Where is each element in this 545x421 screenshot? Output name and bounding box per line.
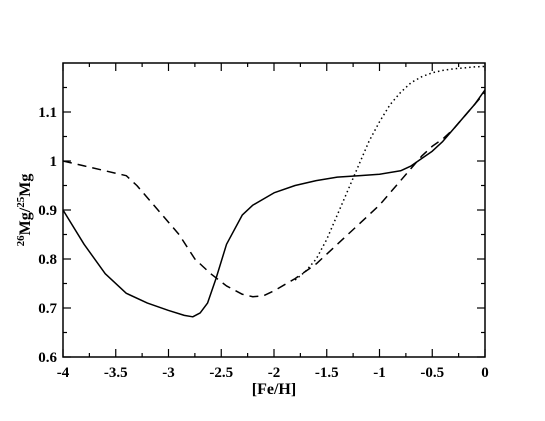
y-tick-label: 1 xyxy=(50,154,58,170)
y-tick-label: 0.8 xyxy=(38,252,57,268)
x-tick-label: -2 xyxy=(268,365,281,381)
y-axis-label-base1: Mg/ xyxy=(17,207,34,235)
y-axis-label: 26Mg/25Mg xyxy=(15,174,34,247)
plot-frame xyxy=(62,62,486,358)
x-tick-label: 0 xyxy=(481,365,489,381)
y-axis-label-sup1: 26 xyxy=(15,235,27,247)
y-axis-label-sup2: 25 xyxy=(15,196,27,208)
x-tick-label: -1 xyxy=(373,365,386,381)
x-axis-label: [Fe/H] xyxy=(252,381,296,398)
y-tick-label: 0.7 xyxy=(38,301,57,317)
x-tick-label: -3.5 xyxy=(104,365,128,381)
x-tick-label: -4 xyxy=(57,365,70,381)
ticks-layer xyxy=(62,63,486,358)
series-layer xyxy=(62,65,486,318)
series-line-dashed xyxy=(62,91,486,298)
series-line-solid xyxy=(62,89,486,318)
tick-labels-layer: -4 -3.5 -3 -2.5 -2 -1.5 -1 -0.5 0 0.6 0.7 0.8 0.9 1 1.… xyxy=(38,105,489,381)
x-tick-label: -3 xyxy=(162,365,175,381)
y-tick-label: 1.1 xyxy=(38,105,57,121)
x-tick-label: -2.5 xyxy=(209,365,233,381)
y-tick-label: 0.9 xyxy=(38,203,57,219)
x-tick-label: -0.5 xyxy=(420,365,444,381)
x-tick-label: -1.5 xyxy=(315,365,339,381)
y-axis-label-base2: Mg xyxy=(17,174,34,197)
y-tick-label: 0.6 xyxy=(38,350,57,366)
